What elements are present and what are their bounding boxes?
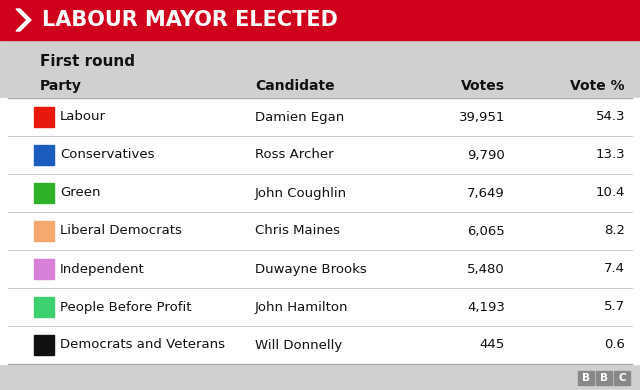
Text: Labour: Labour (60, 110, 106, 124)
Text: 10.4: 10.4 (596, 186, 625, 200)
Bar (34, 107, 54, 127)
Text: Chris Maines: Chris Maines (255, 225, 340, 238)
Polygon shape (16, 9, 31, 31)
Text: People Before Profit: People Before Profit (60, 301, 191, 314)
Text: Damien Egan: Damien Egan (255, 110, 344, 124)
Bar (0, 250, 640, 288)
Bar (0, 40, 640, 390)
Bar (0, 174, 640, 212)
Bar (0, 98, 640, 136)
Bar (596, 371, 612, 385)
Text: Ross Archer: Ross Archer (255, 149, 333, 161)
Text: 7,649: 7,649 (467, 186, 505, 200)
Text: Democrats and Veterans: Democrats and Veterans (60, 339, 225, 351)
Bar (34, 183, 54, 203)
Text: Will Donnelly: Will Donnelly (255, 339, 342, 351)
Bar (34, 221, 54, 241)
Text: John Coughlin: John Coughlin (255, 186, 347, 200)
Text: First round: First round (40, 53, 135, 69)
Bar (0, 288, 640, 326)
Bar (34, 297, 54, 317)
Text: Liberal Democrats: Liberal Democrats (60, 225, 182, 238)
Text: Vote %: Vote % (570, 79, 625, 93)
Text: B: B (600, 373, 608, 383)
Text: 9,790: 9,790 (467, 149, 505, 161)
Text: 4,193: 4,193 (467, 301, 505, 314)
Text: 445: 445 (480, 339, 505, 351)
Bar (34, 259, 54, 279)
Bar (0, 326, 640, 364)
Text: 6,065: 6,065 (467, 225, 505, 238)
Text: LABOUR MAYOR ELECTED: LABOUR MAYOR ELECTED (42, 10, 338, 30)
Text: 13.3: 13.3 (595, 149, 625, 161)
Text: 8.2: 8.2 (604, 225, 625, 238)
Text: C: C (618, 373, 626, 383)
Bar (0, 136, 640, 174)
Text: 5,480: 5,480 (467, 262, 505, 275)
Text: 5.7: 5.7 (604, 301, 625, 314)
Text: 39,951: 39,951 (459, 110, 505, 124)
Text: 54.3: 54.3 (595, 110, 625, 124)
Text: Conservatives: Conservatives (60, 149, 154, 161)
Text: Candidate: Candidate (255, 79, 335, 93)
Text: Party: Party (40, 79, 82, 93)
Text: 0.6: 0.6 (604, 339, 625, 351)
Bar (0, 0, 640, 40)
Bar (614, 371, 630, 385)
Text: Duwayne Brooks: Duwayne Brooks (255, 262, 367, 275)
Bar (0, 212, 640, 250)
Text: John Hamilton: John Hamilton (255, 301, 349, 314)
Text: B: B (582, 373, 590, 383)
Text: Green: Green (60, 186, 100, 200)
Text: Votes: Votes (461, 79, 505, 93)
Text: 7.4: 7.4 (604, 262, 625, 275)
Bar (34, 145, 54, 165)
Bar (578, 371, 594, 385)
Bar (34, 335, 54, 355)
Text: Independent: Independent (60, 262, 145, 275)
